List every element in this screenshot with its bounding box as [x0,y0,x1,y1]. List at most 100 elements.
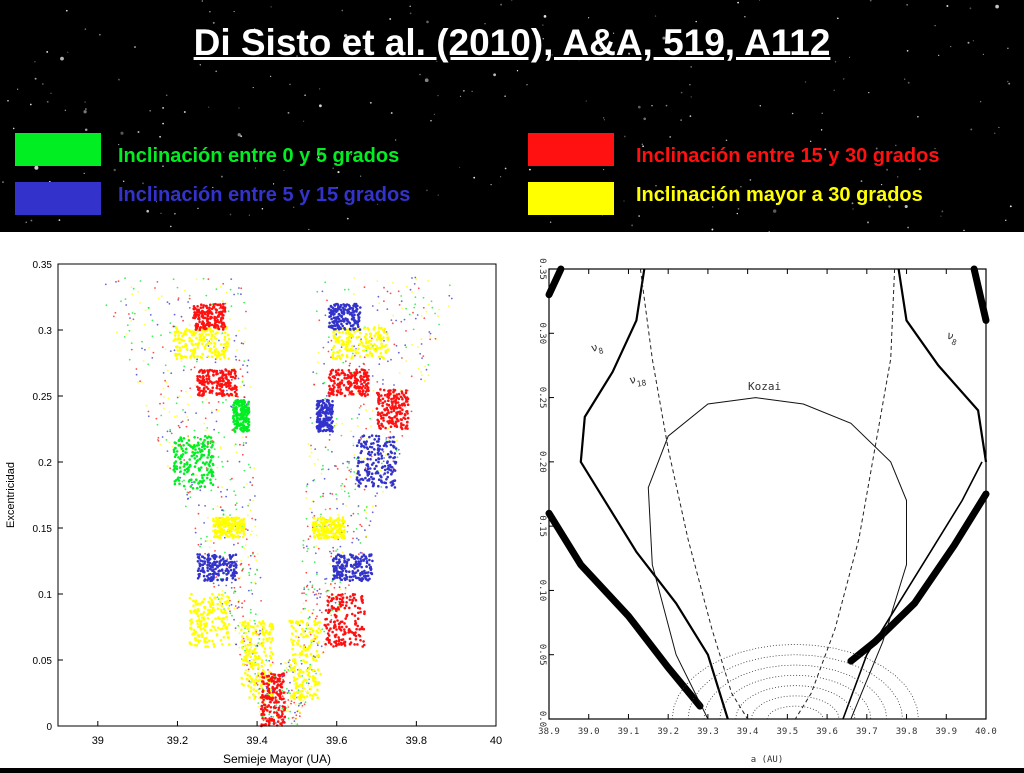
scatter-point [192,604,195,608]
scatter-point [224,376,227,379]
scatter-point [217,392,221,395]
scatter-point [188,641,192,644]
scatter-point [261,676,264,679]
scatter-point [200,480,203,483]
scatter-point [270,638,274,641]
scatter-point [141,340,143,343]
star [917,116,919,118]
scatter-point [270,672,273,676]
scatter-point [327,638,330,642]
scatter-point [221,617,224,620]
scatter-point [185,461,189,464]
scatter-point [183,479,185,482]
scatter-point [377,457,380,460]
scatter-point [447,305,450,307]
scatter-point [248,680,251,683]
scatter-point [311,612,314,615]
scatter-point [382,450,385,453]
scatter-point [333,623,337,626]
scatter-point [339,605,343,608]
scatter-point [376,381,379,383]
scatter-point [215,408,218,411]
scatter-point [265,637,269,641]
scatter-point [206,445,209,448]
scatter-point [423,380,426,382]
scatter-point [206,535,208,538]
scatter-point [232,367,235,370]
scatter-point [253,663,256,667]
star [542,38,544,40]
star [759,105,762,107]
scatter-point [201,321,204,324]
scatter-point [231,379,233,381]
star [437,194,439,196]
scatter-point [328,394,331,398]
scatter-point [337,514,339,516]
scatter-point [225,495,228,498]
scatter-point [260,600,262,602]
scatter-point [398,372,401,374]
scatter-point [244,416,248,419]
scatter-point [160,393,162,396]
scatter-point [233,560,236,564]
scatter-point [302,699,305,702]
scatter-point [373,467,377,470]
scatter-point [255,689,258,693]
scatter-point [126,324,129,327]
scatter-point [356,643,359,646]
scatter-point [147,307,150,309]
scatter-point [199,306,203,309]
scatter-point [306,635,309,638]
scatter-point [262,703,266,706]
scatter-point [236,607,239,609]
scatter-point [368,335,372,339]
scatter-point [243,658,246,662]
scatter-point [212,508,215,510]
scatter-point [226,528,230,532]
scatter-point [351,541,354,544]
scatter-point [215,523,219,527]
scatter-point [338,383,342,386]
scatter-point [191,352,194,355]
scatter-point [128,358,131,361]
scatter-point [301,560,304,563]
scatter-point [264,654,268,657]
star [543,15,547,18]
scatter-point [241,410,244,414]
scatter-point [336,498,338,501]
scatter-point [188,458,191,461]
scatter-point [321,399,325,402]
scatter-point [240,646,244,649]
scatter-point [219,447,222,450]
star [270,6,272,8]
scatter-point [215,392,218,395]
scatter-point [328,423,331,427]
star [463,90,465,92]
scatter-point [156,281,159,283]
scatter-point [182,319,185,322]
scatter-point [327,350,330,353]
scatter-point [309,652,313,656]
scatter-point [325,534,329,538]
scatter-point [201,563,205,567]
star [134,46,136,48]
scatter-point [359,482,362,485]
scatter-point [192,454,196,457]
scatter-point [376,309,379,312]
scatter-point [307,609,310,612]
scatter-point [218,387,222,391]
scatter-point [217,409,220,412]
scatter-point [329,517,333,521]
star [473,176,476,179]
scatter-point [386,336,389,339]
scatter-point [346,530,349,533]
star [160,212,162,214]
scatter-point [352,435,355,438]
scatter-point [234,566,238,569]
scatter-point [246,643,250,647]
scatter-point [243,428,246,432]
scatter-point [358,473,361,477]
scatter-point [338,385,341,389]
scatter-point [301,592,303,595]
scatter-point [198,572,201,576]
